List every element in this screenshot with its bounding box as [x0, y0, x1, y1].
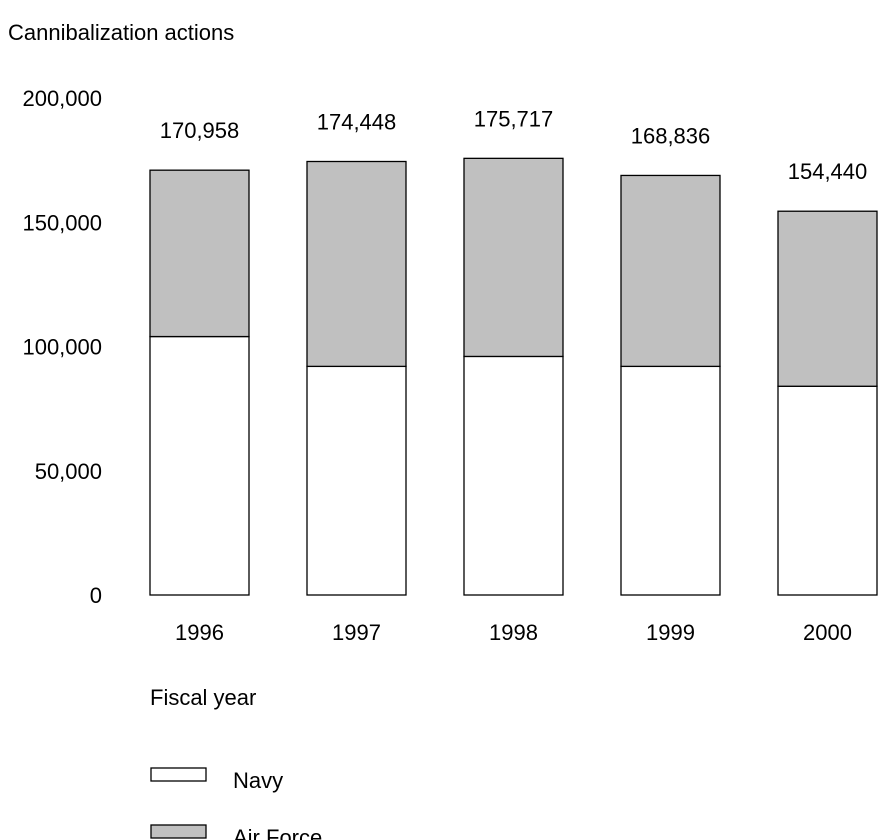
legend: Navy Air Force	[150, 767, 322, 840]
legend-swatch	[150, 824, 207, 839]
bar-air-force	[620, 174, 721, 368]
x-axis-title: Fiscal year	[150, 685, 256, 710]
legend-label: Navy	[233, 768, 283, 793]
y-axis-title: Cannibalization actions	[8, 20, 234, 45]
x-tick-label: 1998	[489, 620, 538, 645]
bar-total-label: 170,958	[160, 118, 240, 143]
y-tick-label: 150,000	[22, 210, 102, 235]
y-tick-label: 0	[90, 583, 102, 608]
bar-total-label: 175,717	[474, 106, 554, 131]
y-tick-label: 100,000	[22, 335, 102, 360]
bar-air-force	[149, 169, 250, 338]
y-tick-label: 200,000	[22, 86, 102, 111]
bar-navy	[777, 385, 878, 596]
bar-air-force	[777, 210, 878, 387]
bar-navy	[306, 365, 407, 596]
y-axis-ticks: 0 50,000 100,000 150,000 200,000	[22, 86, 102, 608]
legend-label: Air Force	[233, 825, 322, 840]
bar-navy	[620, 365, 721, 596]
y-tick-label: 50,000	[35, 459, 102, 484]
bar-air-force	[463, 157, 564, 358]
x-axis-ticks: 1996 1997 1998 1999 2000	[175, 620, 852, 645]
bar-total-label: 168,836	[631, 123, 711, 148]
x-tick-label: 1999	[646, 620, 695, 645]
bar-total-labels: 170,958 174,448 175,717 168,836 154,440	[160, 106, 868, 184]
bar-total-label: 174,448	[317, 109, 397, 134]
legend-swatch	[150, 767, 207, 782]
x-tick-label: 1996	[175, 620, 224, 645]
bar-air-force	[306, 160, 407, 368]
x-tick-label: 2000	[803, 620, 852, 645]
bar-total-label: 154,440	[788, 159, 868, 184]
bar-navy	[463, 355, 564, 596]
bars-group	[149, 157, 878, 596]
bar-navy	[149, 335, 250, 596]
x-tick-label: 1997	[332, 620, 381, 645]
